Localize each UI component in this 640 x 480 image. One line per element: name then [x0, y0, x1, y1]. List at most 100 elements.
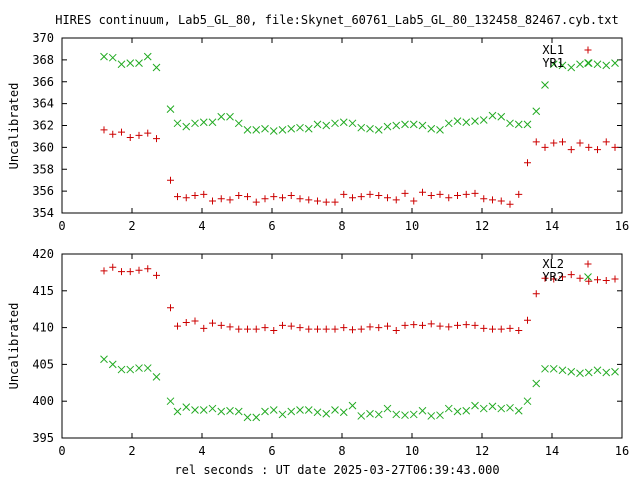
data-point: [152, 373, 161, 381]
data-point: [383, 404, 392, 413]
data-point: [174, 193, 181, 201]
y-tick-label: 366: [32, 75, 54, 89]
data-point: [322, 198, 330, 206]
y-tick-label: 420: [32, 247, 54, 261]
data-point: [419, 188, 426, 196]
x-tick-label: 2: [128, 444, 135, 458]
y-tick-label: 370: [32, 31, 54, 45]
x-tick-label: 10: [405, 444, 419, 458]
data-point: [208, 404, 217, 413]
data-point: [576, 60, 584, 69]
series-xl1: [100, 126, 619, 208]
data-point: [479, 116, 488, 124]
y-tick-label: 362: [32, 119, 54, 133]
data-point: [135, 131, 143, 139]
data-point: [278, 126, 287, 134]
data-point: [602, 138, 610, 146]
x-tick-label: 4: [198, 444, 205, 458]
data-point: [261, 407, 269, 416]
y-tick-label: 400: [32, 394, 54, 408]
data-point: [331, 325, 339, 333]
data-point: [167, 304, 174, 312]
x-tick-label: 2: [128, 219, 135, 233]
data-point: [480, 324, 488, 332]
data-point: [100, 52, 108, 61]
data-point: [305, 325, 313, 333]
x-tick-label: 8: [338, 219, 345, 233]
data-point: [541, 274, 549, 282]
data-point: [488, 402, 497, 411]
data-point: [252, 198, 260, 206]
y-axis-label: Uncalibrated: [7, 303, 21, 390]
data-point: [244, 325, 251, 333]
data-point: [200, 324, 208, 332]
x-tick-label: 0: [58, 444, 65, 458]
data-point: [244, 193, 251, 201]
data-point: [357, 193, 365, 201]
data-point: [550, 275, 558, 283]
y-tick-label: 395: [32, 431, 54, 445]
data-point: [296, 406, 304, 414]
data-point: [489, 325, 496, 333]
data-point: [480, 195, 488, 203]
data-point: [270, 327, 278, 335]
data-point: [339, 408, 348, 417]
x-tick-label: 16: [615, 444, 629, 458]
y-tick-label: 368: [32, 53, 54, 67]
y-tick-label: 405: [32, 357, 54, 371]
data-point: [235, 325, 243, 333]
data-point: [173, 407, 182, 416]
data-point: [444, 404, 453, 413]
data-point: [217, 112, 226, 121]
data-point: [532, 138, 540, 146]
data-point: [296, 195, 304, 203]
x-axis-label: rel seconds : UT date 2025-03-27T06:39:4…: [174, 463, 499, 477]
data-point: [506, 403, 514, 412]
data-point: [252, 413, 261, 422]
data-point: [453, 117, 462, 125]
data-point: [339, 118, 348, 127]
data-point: [287, 124, 296, 133]
data-point: [322, 325, 330, 333]
data-point: [392, 196, 400, 204]
x-tick-label: 6: [268, 219, 275, 233]
data-point: [514, 406, 523, 415]
data-point: [488, 111, 497, 120]
data-point: [506, 324, 514, 332]
data-point: [366, 190, 374, 198]
data-point: [445, 323, 453, 331]
legend-label: XL1: [542, 43, 564, 57]
data-point: [549, 364, 558, 373]
data-point: [126, 365, 135, 374]
data-point: [287, 407, 296, 416]
data-point: [117, 60, 126, 69]
data-point: [401, 120, 409, 129]
data-point: [594, 276, 601, 284]
data-point: [576, 369, 584, 378]
data-point: [454, 192, 461, 199]
data-point: [144, 129, 152, 137]
data-point: [252, 126, 261, 134]
data-point: [182, 403, 191, 411]
data-point: [506, 119, 514, 128]
data-point: [462, 118, 471, 127]
data-point: [108, 360, 117, 369]
data-point: [584, 368, 593, 377]
y-tick-label: 356: [32, 184, 54, 198]
data-point: [182, 318, 190, 326]
data-point: [348, 119, 357, 128]
data-point: [436, 322, 444, 330]
data-point: [287, 192, 295, 199]
data-point: [217, 195, 225, 203]
data-point: [234, 407, 243, 416]
data-point: [217, 321, 225, 329]
data-point: [602, 61, 611, 70]
data-point: [269, 406, 278, 414]
data-point: [191, 406, 199, 414]
data-point: [549, 60, 558, 69]
data-point: [558, 366, 567, 375]
y-tick-label: 364: [32, 97, 54, 111]
data-point: [436, 411, 444, 420]
legend-label: YR2: [542, 270, 564, 284]
y-tick-label: 410: [32, 321, 54, 335]
